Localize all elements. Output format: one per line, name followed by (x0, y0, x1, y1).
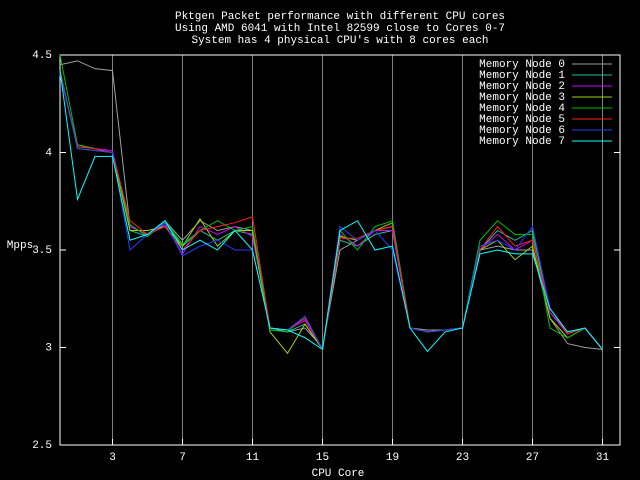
y-tick-label: 3 (45, 342, 52, 354)
y-tick-label: 4.5 (32, 50, 52, 62)
legend-label: Memory Node 2 (479, 81, 565, 93)
x-tick-label: 11 (246, 452, 260, 464)
legend-label: Memory Node 7 (479, 136, 565, 148)
legend-label: Memory Node 5 (479, 114, 565, 126)
x-axis-label: CPU Core (312, 468, 365, 480)
x-tick-label: 27 (526, 452, 539, 464)
chart-title: Pktgen Packet performance with different… (175, 11, 505, 23)
legend-label: Memory Node 0 (479, 59, 565, 71)
chart-title: System has 4 physical CPU's with 8 cores… (191, 35, 488, 47)
series-line (59, 70, 603, 353)
x-tick-label: 19 (386, 452, 399, 464)
chart-title: Using AMD 6041 with Intel 82599 close to… (175, 23, 505, 35)
legend-label: Memory Node 3 (479, 92, 565, 104)
y-tick-label: 3.5 (32, 245, 52, 257)
legend-label: Memory Node 4 (479, 103, 565, 115)
x-tick-label: 31 (596, 452, 610, 464)
x-tick-label: 15 (316, 452, 329, 464)
x-tick-label: 23 (456, 452, 469, 464)
legend-label: Memory Node 1 (479, 70, 565, 82)
plot-border (59, 54, 621, 446)
series-line (59, 72, 603, 351)
x-tick-label: 7 (179, 452, 186, 464)
x-tick-label: 3 (109, 452, 116, 464)
y-tick-label: 2.5 (32, 440, 52, 452)
legend-label: Memory Node 6 (479, 125, 565, 137)
y-axis-label: Mpps (7, 240, 33, 252)
y-tick-label: 4 (45, 147, 52, 159)
